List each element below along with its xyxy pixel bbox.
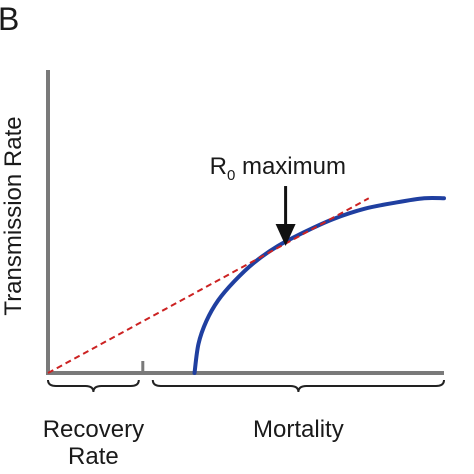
transmission-curve: [192, 195, 446, 375]
annotation-layer: R0 maximum: [210, 153, 346, 247]
segment-label: Recovery: [43, 416, 144, 443]
segment-label: Rate: [68, 443, 119, 470]
axes: [46, 70, 444, 375]
segment-brace: [151, 379, 445, 393]
series-layer: [47, 195, 446, 375]
annotation-label: R0 maximum: [210, 153, 346, 184]
panel-label: B: [0, 1, 19, 37]
annotation-arrow-head: [275, 224, 296, 247]
segment-brace: [47, 379, 140, 393]
segment-label: Mortality: [253, 416, 344, 443]
tangent-line: [47, 197, 370, 374]
y-axis-label: Transmission Rate: [0, 116, 27, 315]
